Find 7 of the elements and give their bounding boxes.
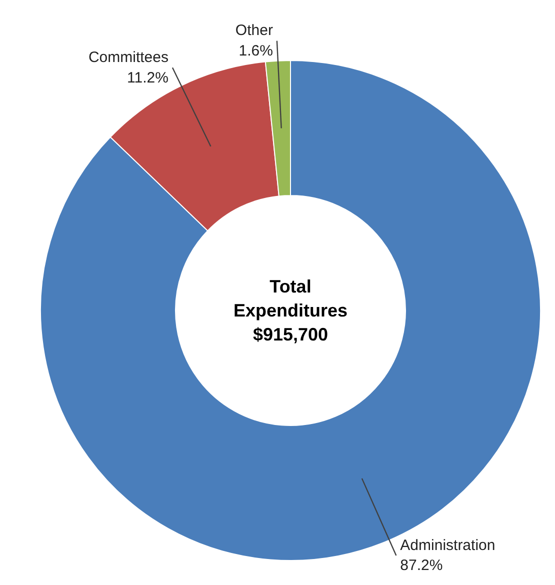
slice-label: Administration <box>400 536 496 554</box>
data-label: 11.2% <box>127 69 168 86</box>
data-label: 1.6% <box>238 42 273 60</box>
data-label: 87.2% <box>400 557 443 574</box>
text: Total Expenditures $915,700 <box>233 276 348 344</box>
slice-label: Committees <box>88 48 168 66</box>
slice-label: Other <box>235 22 273 40</box>
